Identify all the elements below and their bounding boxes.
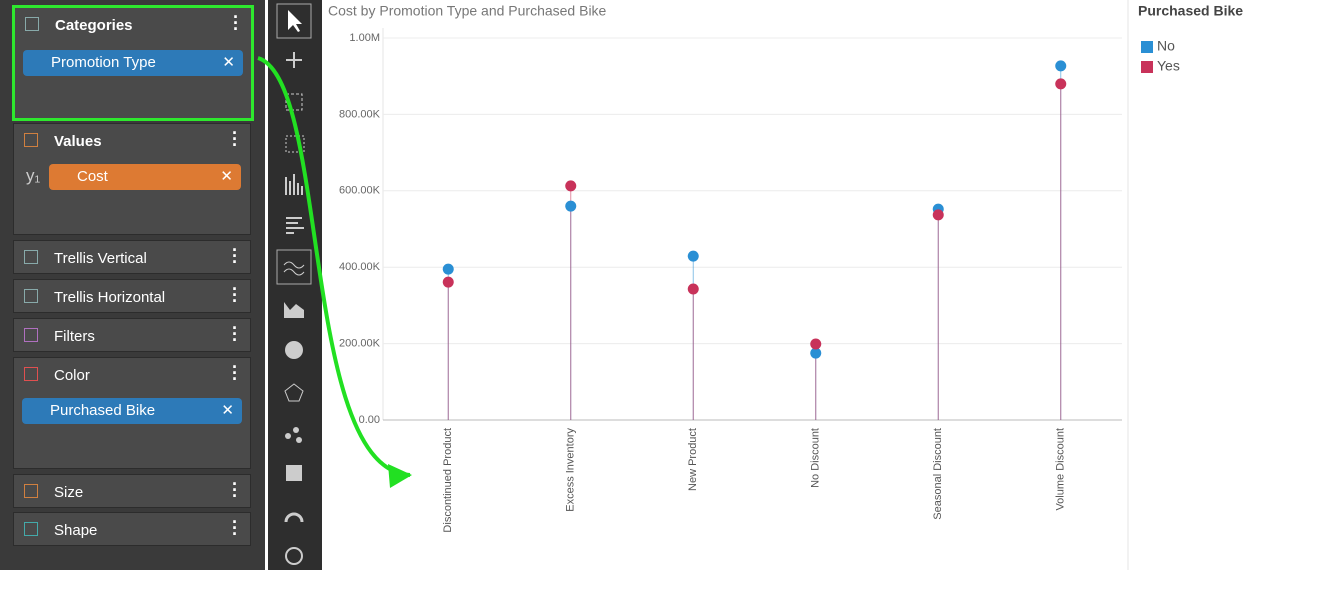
x-tick-label: New Product xyxy=(687,428,699,491)
section-title: Categories xyxy=(55,17,133,34)
tool-selected[interactable] xyxy=(276,3,312,39)
section-title: Filters xyxy=(54,328,95,345)
point xyxy=(442,276,454,288)
icon xyxy=(25,17,39,31)
menu[interactable]: · · · xyxy=(232,123,238,155)
section-title: Trellis Vertical xyxy=(54,250,147,267)
tool-line[interactable] xyxy=(283,261,305,276)
menu[interactable]: · · · xyxy=(232,357,238,389)
values-section: Values · · · y₁ Cost ✕ xyxy=(13,123,251,235)
legend-title: Purchased Bike xyxy=(1138,3,1243,19)
field-name: Promotion Type xyxy=(51,54,156,71)
point xyxy=(687,250,699,262)
color-section: Color · · · Purchased Bike ✕ xyxy=(13,357,251,469)
x-tick-label: Volume Discount xyxy=(1055,428,1067,511)
legend-label: Yes xyxy=(1157,58,1180,74)
tool-radar[interactable] xyxy=(284,383,304,402)
section: Trellis Horizontal · · · xyxy=(13,279,251,313)
section-title: Size xyxy=(54,484,84,501)
section: Shape · · · xyxy=(13,512,251,546)
x-tick-label: Excess Inventory xyxy=(565,428,577,512)
section-title: Color xyxy=(54,367,90,384)
section-title: Values xyxy=(54,133,102,150)
menu[interactable]: · · · xyxy=(232,512,238,544)
point xyxy=(687,283,699,295)
section: Size · · · xyxy=(13,474,251,508)
tool-add[interactable] xyxy=(286,52,302,68)
section: Trellis Vertical · · · xyxy=(13,240,251,274)
menu[interactable]: · · · xyxy=(232,474,238,506)
tool-icons xyxy=(276,3,312,565)
section-title: Trellis Horizontal xyxy=(54,289,166,306)
y-tick-label: 600.00K xyxy=(339,185,381,197)
x-tick-label: Discontinued Product xyxy=(442,428,454,533)
tool-table[interactable] xyxy=(285,135,305,153)
field-name: Cost xyxy=(77,168,108,185)
icon xyxy=(24,328,38,342)
tool-selected[interactable] xyxy=(276,249,312,285)
axis-label: y₁ xyxy=(26,166,41,185)
x-tick-label: No Discount xyxy=(810,428,822,488)
point xyxy=(932,209,944,221)
point xyxy=(1055,78,1067,90)
point xyxy=(442,263,454,275)
categories-section: Categories · · · Promotion Type ✕ xyxy=(12,5,254,121)
point xyxy=(810,338,822,350)
chart-title: Cost by Promotion Type and Purchased Bik… xyxy=(328,3,607,19)
arrow-head xyxy=(388,464,412,488)
field-pill[interactable]: Purchased Bike ✕ xyxy=(22,398,242,424)
point xyxy=(1055,60,1067,72)
tool-select[interactable] xyxy=(285,93,303,111)
menu[interactable]: · · · xyxy=(232,279,238,311)
field-pill[interactable]: Cost ✕ xyxy=(49,164,241,190)
menu[interactable]: · · · xyxy=(232,240,238,272)
tool-area[interactable] xyxy=(284,302,304,318)
y-tick-label: 200.00K xyxy=(339,338,381,350)
y-tick-label: 0.00 xyxy=(359,414,380,426)
legend-label: No xyxy=(1157,38,1175,54)
tool-column[interactable] xyxy=(285,174,303,195)
icon xyxy=(24,367,38,381)
point xyxy=(565,200,577,212)
tool-pie[interactable] xyxy=(285,341,303,359)
menu[interactable]: · · · xyxy=(232,318,238,350)
tool-treemap[interactable] xyxy=(286,465,302,481)
tool-bar[interactable] xyxy=(286,217,304,234)
section-title: Shape xyxy=(54,522,98,539)
y-tick-label: 800.00K xyxy=(339,108,381,120)
icon xyxy=(24,250,38,264)
icon xyxy=(24,522,38,536)
tool-gauge[interactable] xyxy=(284,512,304,523)
point xyxy=(565,180,577,192)
x-tick-label: Seasonal Discount xyxy=(932,428,944,520)
icon xyxy=(24,133,38,147)
legend-swatch xyxy=(1141,41,1153,53)
y-tick-label: 1.00M xyxy=(349,32,380,44)
arrow xyxy=(257,56,411,477)
point xyxy=(810,347,822,359)
section: Filters · · · xyxy=(13,318,251,352)
menu[interactable]: · · · xyxy=(233,7,239,39)
field-panel: Categories · · · Promotion Type ✕ Values · ·… xyxy=(0,0,265,570)
field-pill[interactable]: Promotion Type ✕ xyxy=(23,50,243,76)
icon xyxy=(24,484,38,498)
legend-swatch xyxy=(1141,61,1153,73)
y-tick-label: 400.00K xyxy=(339,261,381,273)
toolbar xyxy=(268,0,322,570)
icon xyxy=(24,289,38,303)
tool-pointer[interactable] xyxy=(288,10,302,32)
tool-map[interactable] xyxy=(285,547,303,565)
field-name: Purchased Bike xyxy=(50,402,156,419)
